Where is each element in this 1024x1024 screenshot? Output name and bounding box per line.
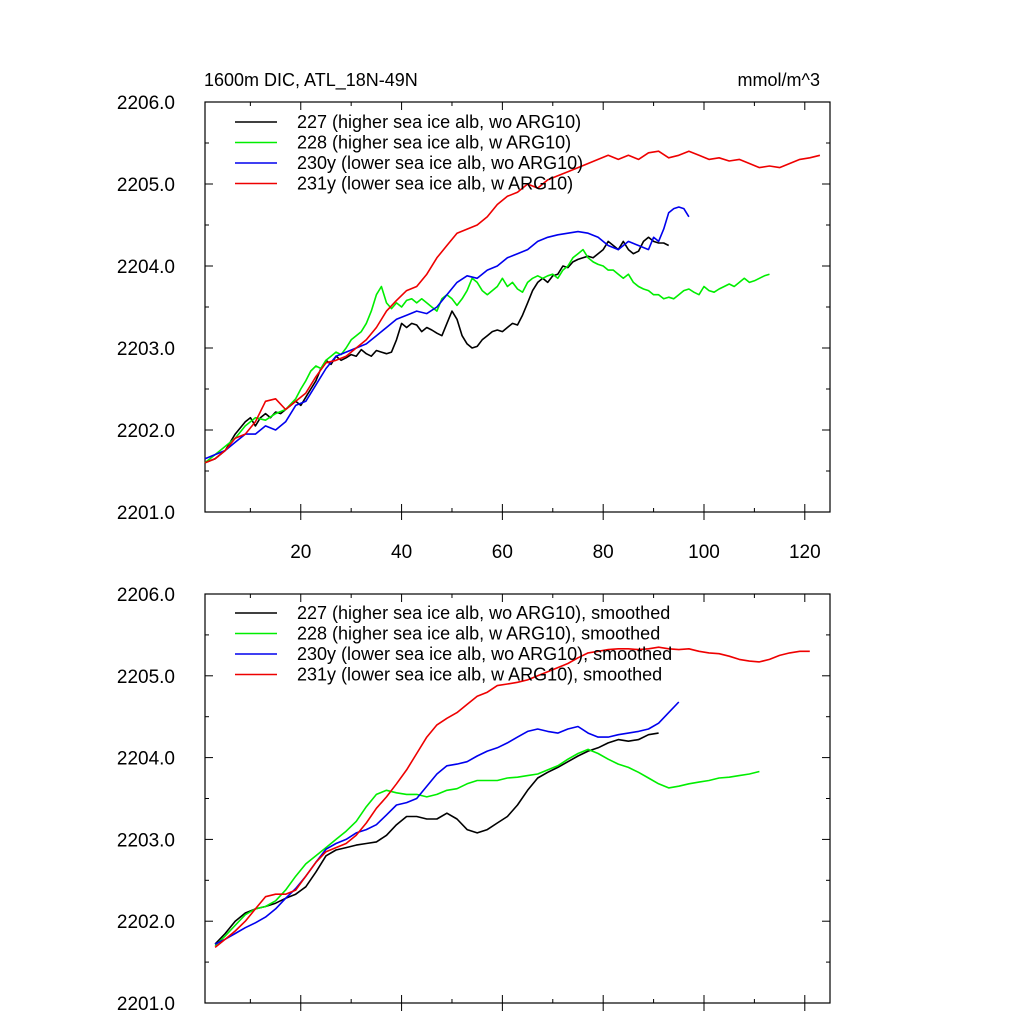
top-panel: 1600m DIC, ATL_18N-49N mmol/m^3 2201.0 22… — [117, 70, 831, 563]
bottom-panel: 2201.0 2202.0 2203.0 2204.0 2205.0 2206.0 227 … — [117, 585, 831, 1015]
y-tick-label: 2203.0 — [117, 830, 175, 851]
x-tick-label: 100 — [688, 542, 720, 563]
legend-label: 227 (higher sea ice alb, wo ARG10) — [297, 112, 581, 132]
x-tick-label: 40 — [391, 542, 412, 563]
legend-label: 230y (lower sea ice alb, wo ARG10), smoo… — [297, 644, 672, 664]
x-tick-label: 20 — [290, 542, 311, 563]
y-tick-label: 2203.0 — [117, 339, 175, 360]
series-line — [204, 248, 770, 464]
x-tick-label: 120 — [789, 542, 821, 563]
legend-label: 227 (higher sea ice alb, wo ARG10), smoo… — [297, 603, 670, 623]
chart-title: 1600m DIC, ATL_18N-49N — [204, 70, 418, 91]
x-tick-label: 60 — [492, 542, 513, 563]
y-tick-label: 2201.0 — [117, 503, 175, 524]
y-tick-label: 2205.0 — [117, 667, 175, 688]
series-line — [214, 646, 810, 949]
x-tick-label: 80 — [593, 542, 614, 563]
series-line — [214, 701, 680, 945]
legend-label: 228 (higher sea ice alb, w ARG10), smoot… — [297, 624, 660, 644]
series-line — [204, 150, 821, 464]
y-tick-label: 2204.0 — [117, 257, 175, 278]
y-tick-label: 2206.0 — [117, 585, 175, 606]
units-label: mmol/m^3 — [738, 70, 820, 90]
y-tick-label: 2204.0 — [117, 749, 175, 770]
y-tick-label: 2205.0 — [117, 175, 175, 196]
legend-label: 230y (lower sea ice alb, wo ARG10) — [297, 153, 583, 173]
series-line — [214, 732, 659, 945]
series-line — [214, 748, 760, 947]
y-tick-label: 2202.0 — [117, 912, 175, 933]
y-tick-label: 2206.0 — [117, 93, 175, 114]
y-tick-label: 2201.0 — [117, 994, 175, 1015]
series-line — [204, 206, 690, 460]
legend-label: 228 (higher sea ice alb, w ARG10) — [297, 133, 571, 153]
legend-label: 231y (lower sea ice alb, w ARG10), smoot… — [297, 665, 662, 685]
y-tick-label: 2202.0 — [117, 421, 175, 442]
legend-label: 231y (lower sea ice alb, w ARG10) — [297, 174, 573, 194]
